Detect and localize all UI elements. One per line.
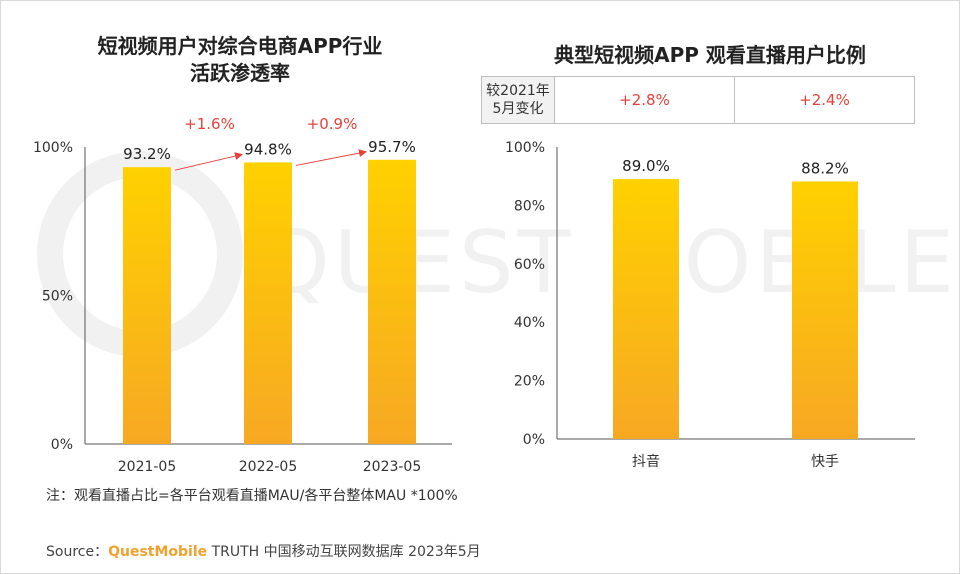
change-kuaishou: +2.4% — [734, 76, 915, 124]
change-table-row: 较2021年 5月变化 +2.8% +2.4% — [481, 76, 915, 124]
source-suffix: TRUTH 中国移动互联网数据库 2023年5月 — [207, 544, 481, 560]
chart1-change-label: +1.6% — [184, 115, 235, 133]
footnote: 注：观看直播占比=各平台观看直播MAU/各平台整体MAU *100% — [46, 488, 458, 504]
chart1-y-tick-label: 100% — [33, 140, 73, 156]
chart1-x-tick-label: 2021-05 — [118, 459, 177, 475]
change-douyin: +2.8% — [554, 76, 735, 124]
chart1-title-line1: 短视频用户对综合电商APP行业 — [97, 34, 383, 58]
chart2-y-tick-label: 20% — [514, 374, 545, 390]
source-brand: QuestMobile — [108, 544, 208, 560]
chart2-title: 典型短视频APP 观看直播用户比例 — [554, 43, 866, 67]
chart1-data-label: 94.8% — [244, 140, 292, 158]
chart1-x-tick-label: 2023-05 — [363, 459, 422, 475]
chart2-x-tick-label: 快手 — [811, 454, 839, 470]
chart1-change-arrow — [174, 152, 243, 171]
chart1-change-label: +0.9% — [307, 115, 358, 133]
chart1-y-tick-label: 0% — [51, 437, 73, 453]
chart2-data-label: 89.0% — [622, 157, 670, 175]
chart1-title-line2: 活跃渗透率 — [190, 61, 290, 85]
change-table-header-line2: 5月变化 — [492, 101, 544, 117]
chart1-bar — [123, 167, 171, 445]
chart2-y-tick-label: 100% — [505, 140, 545, 156]
chart2-x-tick-label: 抖音 — [632, 453, 660, 470]
chart1-title: 短视频用户对综合电商APP行业 活跃渗透率 — [60, 33, 420, 87]
chart2-data-label: 88.2% — [801, 159, 849, 177]
source-prefix: Source： — [46, 544, 109, 560]
chart2-bar — [792, 181, 858, 439]
chart2-y-tick-label: 0% — [523, 432, 545, 448]
chart1-y-tick-label: 50% — [42, 289, 73, 305]
change-table-header-line1: 较2021年 — [486, 83, 550, 99]
chart2-bar — [613, 179, 679, 439]
change-table-header: 较2021年 5月变化 — [481, 76, 555, 124]
chart1-change-arrow — [295, 149, 367, 166]
chart2-y-tick-label: 80% — [514, 198, 545, 214]
chart2-y-tick-label: 60% — [514, 257, 545, 273]
chart1-bar — [368, 159, 416, 444]
source-line: Source：QuestMobile TRUTH 中国移动互联网数据库 2023… — [46, 541, 481, 561]
chart1-data-label: 93.2% — [123, 145, 171, 163]
change-table: 较2021年 5月变化 +2.8% +2.4% — [481, 76, 915, 124]
chart1-x-tick-label: 2022-05 — [239, 459, 298, 475]
chart1-data-label: 95.7% — [368, 138, 416, 156]
chart1-bar — [244, 162, 292, 444]
chart2-y-tick-label: 40% — [514, 315, 545, 331]
